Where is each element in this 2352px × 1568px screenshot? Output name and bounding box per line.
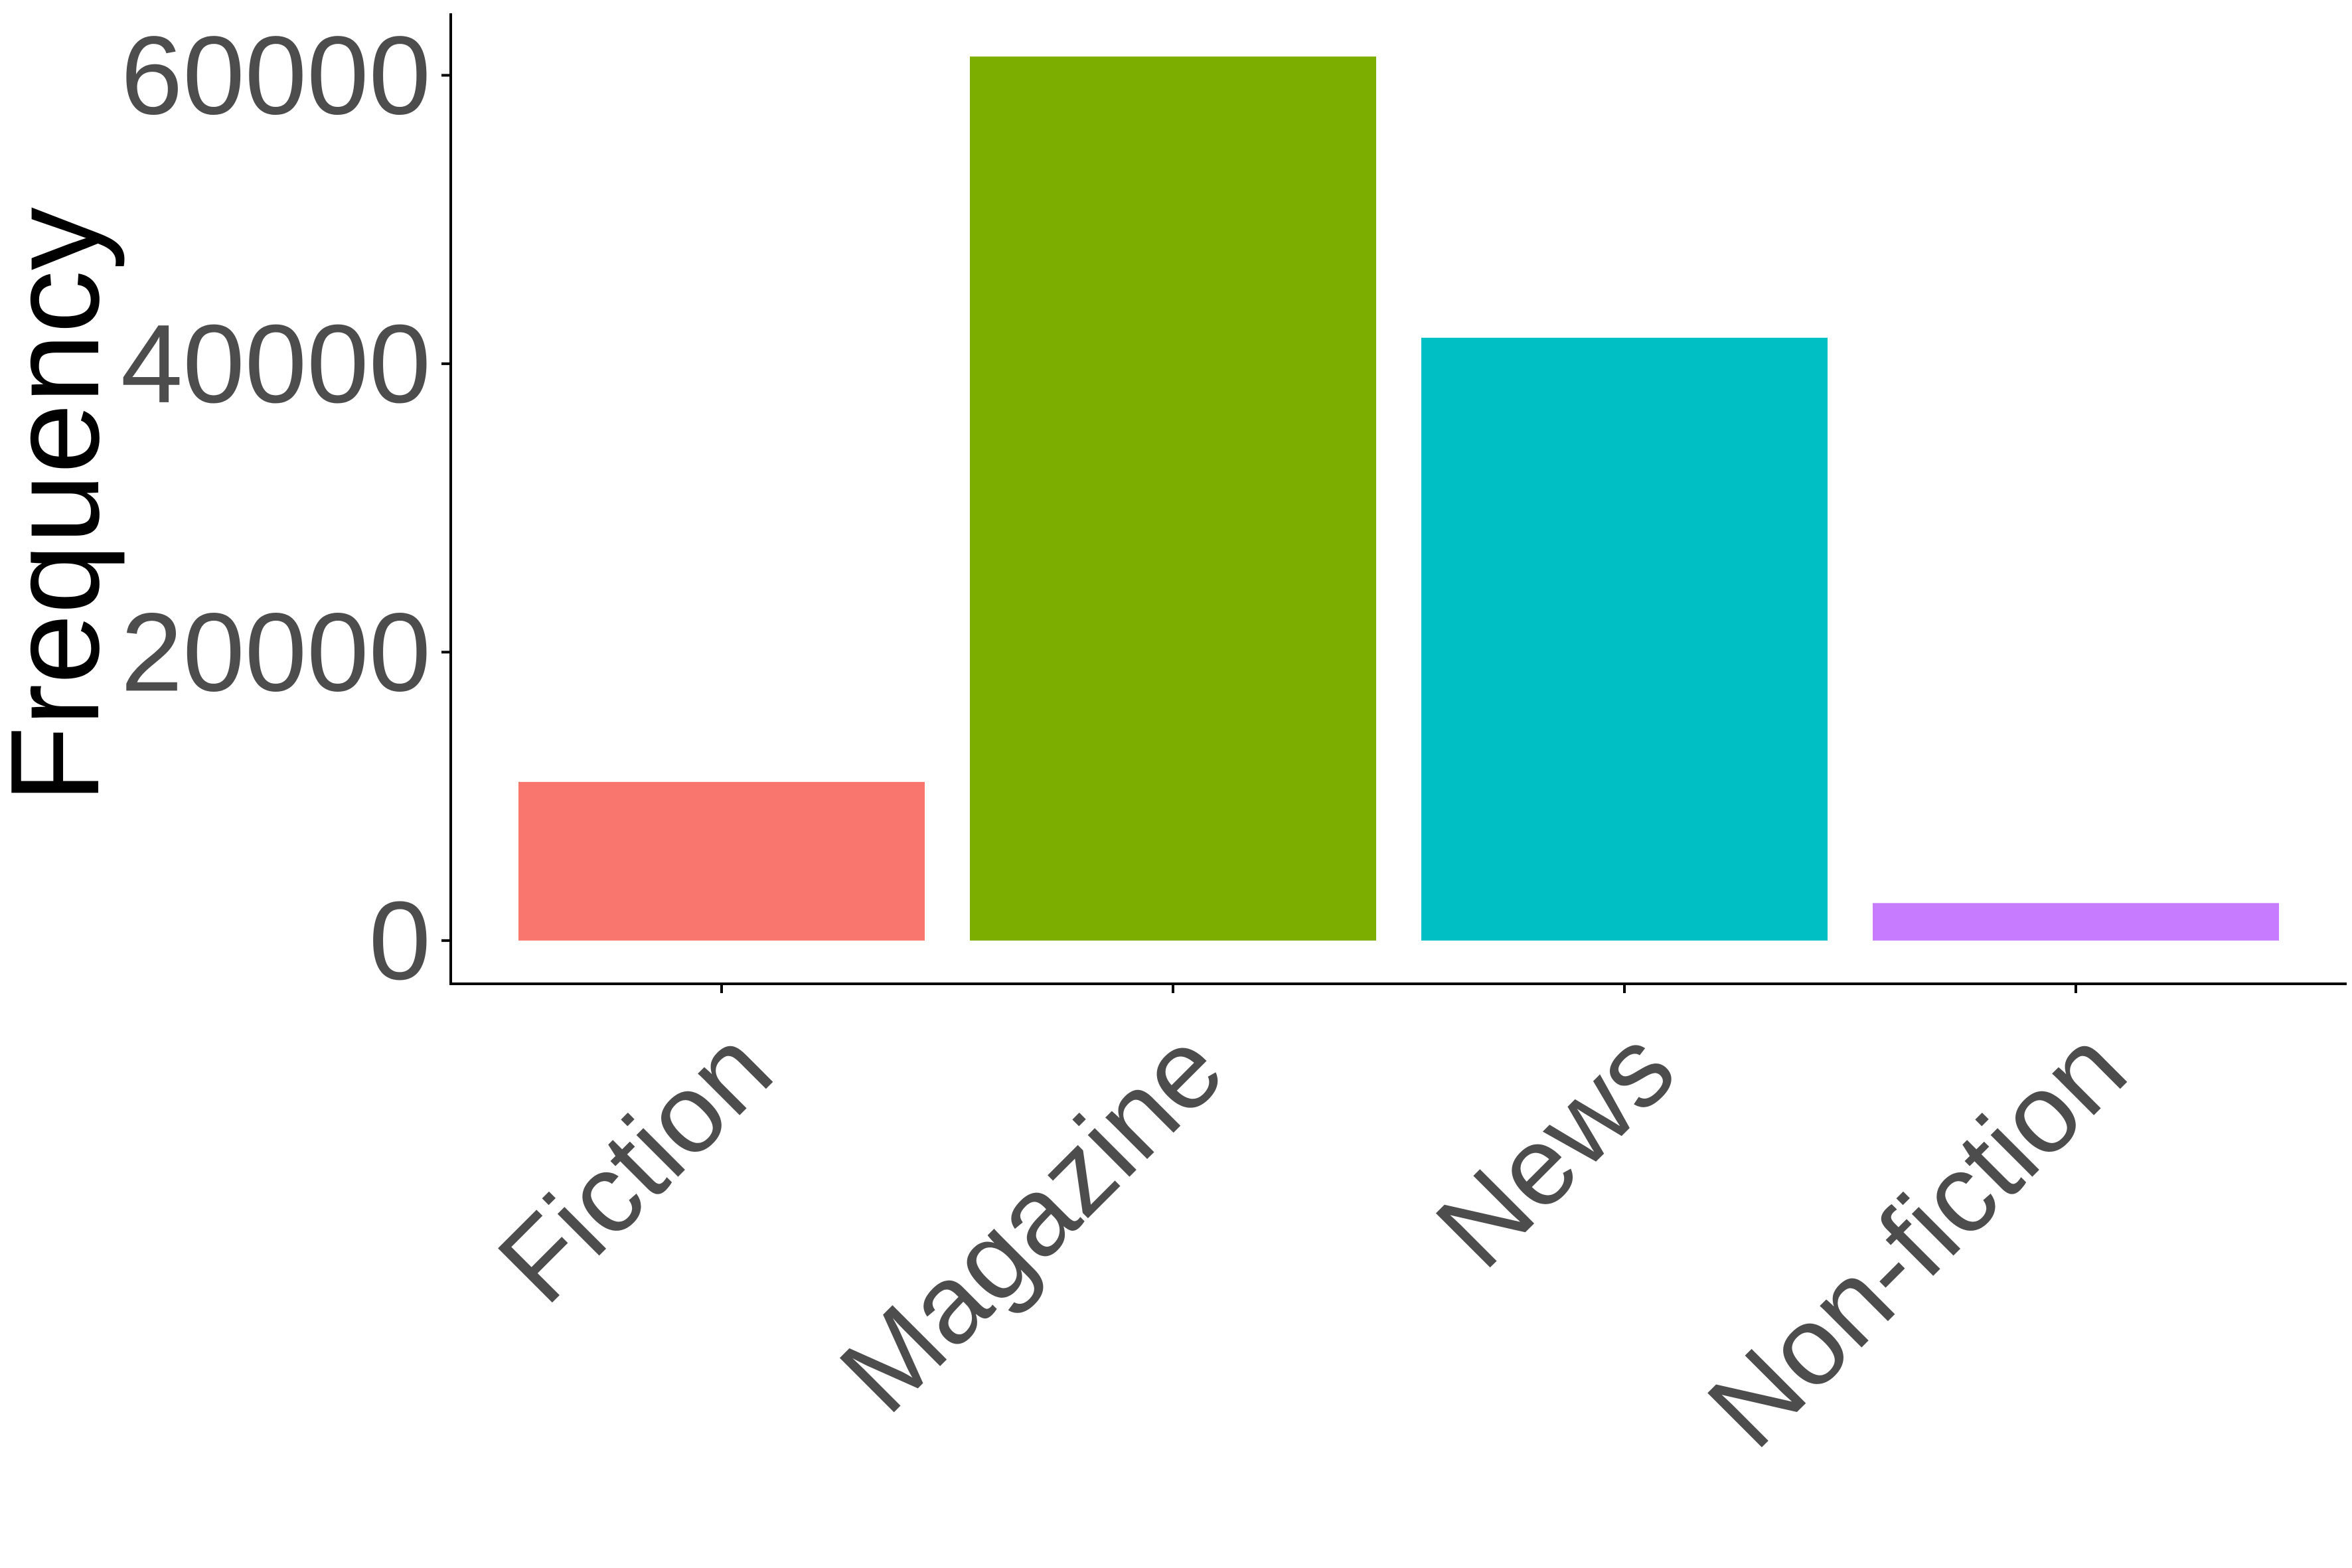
x-tick-label-news: News: [1412, 1006, 1697, 1291]
y-axis-title: Frequency: [0, 207, 125, 803]
axes-group: [449, 13, 2347, 985]
bar-news: [1421, 337, 1828, 941]
y-tick-label: 60000: [121, 13, 431, 137]
y-ticks-group: 0 20000 40000 60000: [121, 13, 451, 1003]
x-tick-label-non-fiction: Non-fiction: [1684, 1006, 2150, 1471]
bar-magazine: [970, 56, 1376, 941]
y-tick-label: 40000: [121, 301, 431, 426]
x-tick-label-magazine: Magazine: [816, 1006, 1246, 1436]
x-tick-label-fiction: Fiction: [475, 1006, 795, 1326]
y-tick-label: 0: [369, 878, 431, 1003]
bar-fiction: [518, 781, 925, 941]
bars-group: [518, 56, 2279, 941]
y-tick-label: 20000: [121, 589, 431, 714]
bar-non-fiction: [1873, 903, 2279, 941]
